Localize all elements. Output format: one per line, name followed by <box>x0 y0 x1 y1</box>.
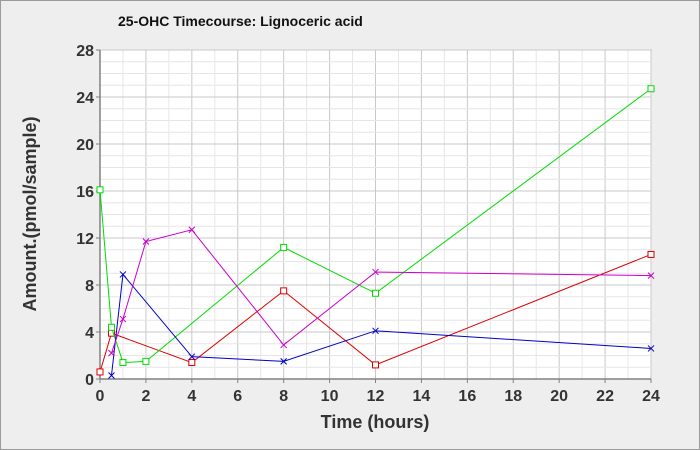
data-point <box>188 359 196 367</box>
data-point <box>372 327 379 335</box>
y-tick-label: 4 <box>85 325 94 342</box>
x-tick-label: 16 <box>458 388 476 405</box>
chart-title: 25-OHC Timecourse: Lignoceric acid <box>118 13 363 29</box>
x-axis-ticks: 0 2 4 6 8 10 12 14 16 18 20 22 24 <box>96 379 660 405</box>
data-point <box>372 289 379 297</box>
y-axis-ticks: 0 4 8 12 16 20 24 28 <box>76 43 100 389</box>
data-point <box>142 238 150 245</box>
data-point <box>96 186 104 194</box>
data-point <box>119 271 127 278</box>
data-point <box>280 243 288 251</box>
data-point <box>280 358 288 365</box>
data-point <box>108 372 115 379</box>
series-4 <box>108 226 655 357</box>
data-point <box>647 85 655 93</box>
data-point <box>372 361 379 369</box>
data-point <box>280 341 288 349</box>
data-point <box>119 359 127 367</box>
series-line <box>110 273 652 376</box>
x-tick-label: 18 <box>504 388 522 405</box>
series-1 <box>96 250 655 376</box>
y-tick-label: 24 <box>76 90 94 107</box>
x-tick-label: 2 <box>141 388 150 405</box>
x-tick-label: 6 <box>233 388 242 405</box>
x-tick-label: 14 <box>413 388 431 405</box>
y-tick-label: 12 <box>76 231 94 248</box>
x-tick-label: 8 <box>279 388 288 405</box>
data-point <box>188 226 196 234</box>
data-point <box>142 357 150 365</box>
y-axis-title: Amount.(pmol/sample) <box>20 116 40 311</box>
x-axis-title: Time (hours) <box>321 412 430 432</box>
data-point <box>107 323 115 331</box>
data-point <box>647 250 655 258</box>
y-tick-label: 20 <box>76 137 94 154</box>
data-point <box>188 353 196 361</box>
x-tick-label: 10 <box>321 388 339 405</box>
series-line <box>99 253 652 373</box>
x-tick-label: 12 <box>367 388 385 405</box>
x-tick-label: 4 <box>187 388 196 405</box>
x-tick-label: 20 <box>550 388 568 405</box>
data-point <box>647 272 655 279</box>
y-tick-label: 28 <box>76 43 94 60</box>
series-3 <box>108 271 655 379</box>
data-point <box>647 345 655 352</box>
x-tick-label: 22 <box>596 388 614 405</box>
series-group <box>96 85 655 379</box>
data-point <box>280 287 288 295</box>
y-tick-label: 0 <box>85 372 94 389</box>
y-tick-label: 8 <box>85 278 94 295</box>
series-2 <box>96 85 655 367</box>
data-point <box>108 349 115 357</box>
x-tick-label: 24 <box>642 388 660 405</box>
data-point <box>372 268 379 276</box>
data-point <box>96 368 104 376</box>
y-tick-label: 16 <box>76 184 94 201</box>
x-tick-label: 0 <box>96 388 105 405</box>
data-point <box>119 315 127 323</box>
